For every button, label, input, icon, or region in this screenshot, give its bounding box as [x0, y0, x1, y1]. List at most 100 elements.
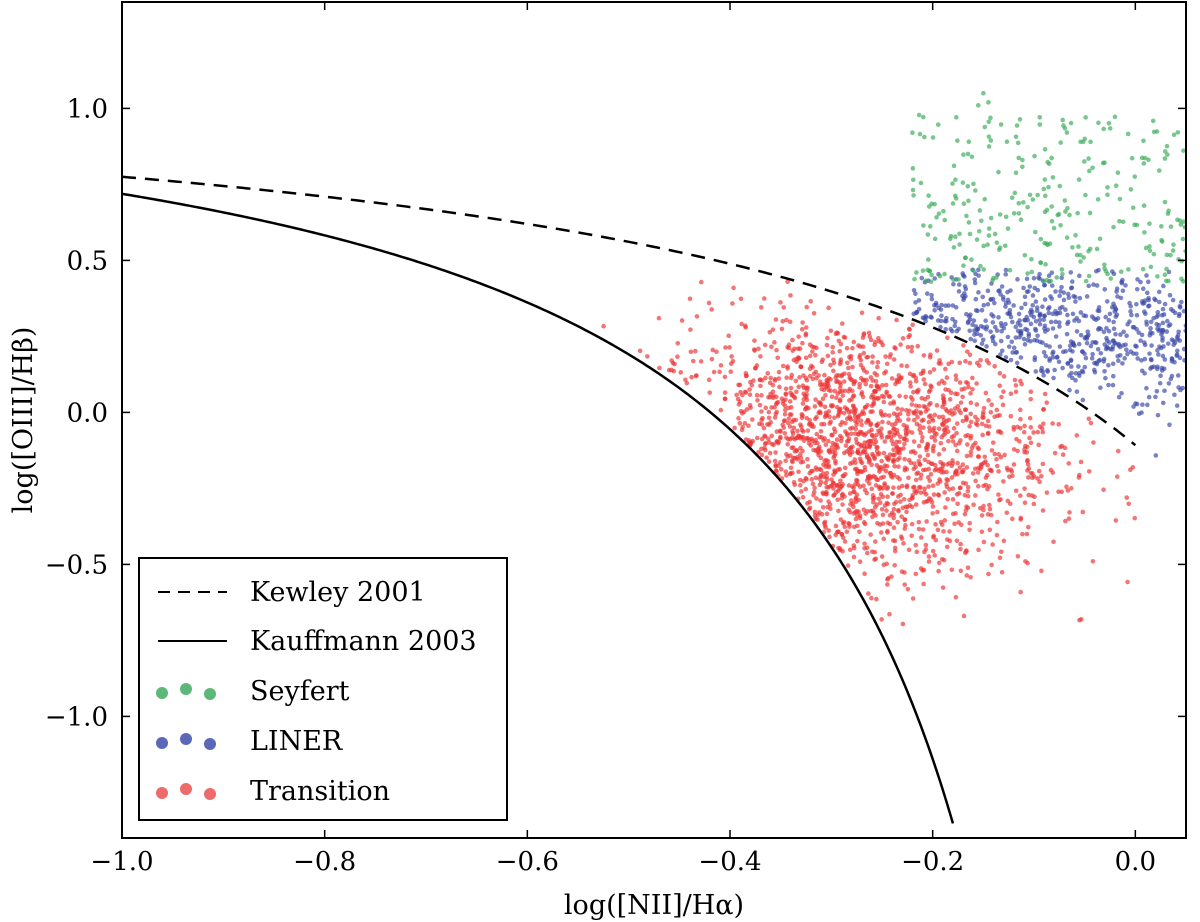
liner-point	[1140, 286, 1146, 292]
transition-point	[794, 389, 799, 395]
liner-point	[1082, 364, 1088, 370]
transition-point	[906, 475, 911, 481]
seyfert-point	[936, 211, 942, 216]
liner-point	[932, 276, 938, 281]
transition-point	[904, 484, 910, 490]
transition-point	[925, 475, 931, 480]
transition-point	[902, 517, 908, 522]
transition-point	[866, 591, 871, 596]
seyfert-point	[1179, 276, 1184, 282]
transition-point	[869, 395, 874, 400]
transition-point	[895, 406, 900, 411]
transition-point	[979, 513, 985, 518]
seyfert-point	[971, 268, 976, 273]
transition-point	[1101, 487, 1106, 493]
seyfert-point	[1013, 170, 1019, 176]
liner-point	[963, 293, 968, 299]
transition-point	[1050, 421, 1055, 426]
transition-point	[1060, 452, 1066, 457]
transition-point	[799, 415, 805, 421]
seyfert-point	[997, 245, 1003, 250]
transition-point	[939, 421, 945, 427]
transition-point	[811, 492, 816, 498]
transition-point	[954, 538, 960, 544]
transition-point	[790, 348, 795, 353]
liner-point	[983, 318, 988, 323]
transition-point	[800, 320, 805, 325]
transition-point	[895, 519, 900, 525]
transition-point	[930, 511, 935, 516]
liner-point	[1181, 346, 1186, 352]
transition-point	[894, 418, 900, 424]
transition-point	[1015, 448, 1020, 454]
liner-point	[1083, 313, 1089, 319]
seyfert-point	[1075, 210, 1080, 216]
seyfert-point	[942, 271, 947, 277]
liner-point	[992, 324, 998, 330]
transition-point	[1011, 424, 1017, 430]
transition-point	[1063, 518, 1068, 524]
transition-point	[826, 448, 832, 454]
liner-point	[1048, 294, 1053, 299]
transition-point	[683, 377, 688, 383]
seyfert-point	[979, 218, 984, 224]
transition-point	[953, 469, 959, 474]
transition-point	[698, 359, 704, 364]
liner-point	[913, 300, 918, 305]
transition-point	[1001, 389, 1006, 394]
seyfert-point	[1030, 197, 1036, 202]
transition-point	[911, 389, 916, 395]
liner-point	[1003, 267, 1009, 273]
transition-point	[877, 469, 882, 474]
seyfert-point	[912, 276, 917, 282]
liner-point	[1113, 331, 1118, 337]
transition-point	[930, 483, 936, 489]
transition-point	[932, 467, 938, 473]
transition-point	[880, 419, 885, 425]
transition-point	[870, 360, 875, 365]
transition-point	[844, 345, 850, 351]
seyfert-point	[925, 267, 930, 273]
transition-point	[939, 556, 945, 562]
transition-point	[839, 532, 844, 537]
liner-point	[1114, 289, 1119, 294]
liner-point	[1064, 331, 1070, 337]
transition-point	[839, 389, 845, 394]
transition-point	[904, 437, 909, 443]
transition-point	[868, 422, 873, 428]
liner-point	[980, 294, 986, 300]
transition-point	[921, 417, 926, 423]
transition-point	[888, 470, 893, 476]
transition-point	[1037, 479, 1042, 485]
liner-point	[1029, 309, 1035, 315]
transition-point	[847, 547, 853, 553]
transition-point	[795, 428, 800, 434]
transition-point	[892, 463, 897, 469]
liner-point	[1014, 360, 1020, 366]
seyfert-point	[1002, 243, 1008, 249]
liner-point	[1110, 361, 1116, 367]
transition-point	[835, 529, 841, 535]
seyfert-point	[1082, 159, 1087, 164]
transition-point	[1024, 450, 1030, 455]
transition-point	[872, 539, 878, 544]
seyfert-point	[1112, 114, 1118, 120]
transition-point	[675, 354, 680, 360]
liner-point	[1003, 300, 1009, 306]
transition-point	[880, 521, 886, 526]
liner-point	[939, 313, 944, 319]
transition-point	[854, 508, 860, 514]
transition-point	[919, 438, 925, 444]
transition-point	[813, 475, 819, 481]
transition-point	[902, 526, 908, 531]
transition-point	[864, 355, 869, 360]
transition-point	[996, 469, 1001, 474]
liner-point	[972, 338, 978, 344]
liner-point	[1160, 338, 1165, 343]
transition-point	[968, 436, 973, 441]
seyfert-point	[1067, 212, 1072, 218]
transition-point	[1115, 448, 1121, 454]
seyfert-point	[1096, 120, 1101, 126]
transition-point	[985, 486, 990, 492]
transition-point	[914, 421, 920, 427]
